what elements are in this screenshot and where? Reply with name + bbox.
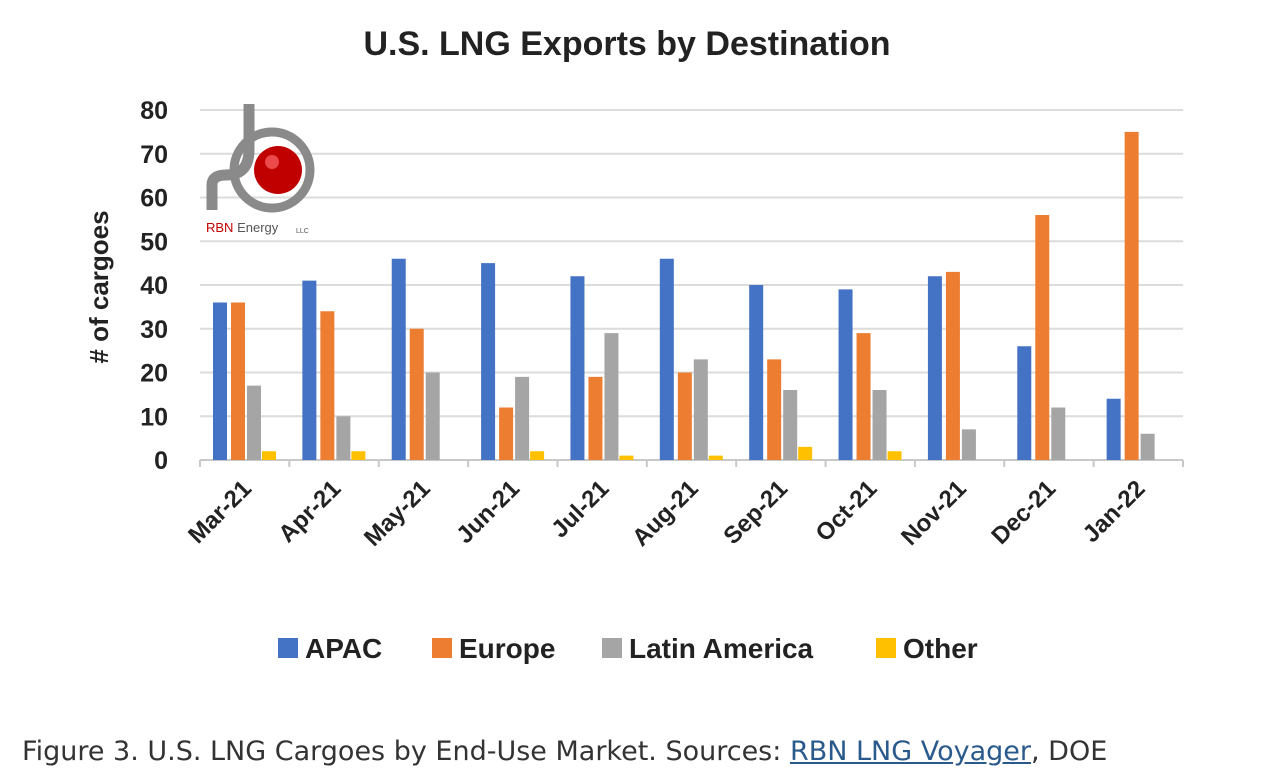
bar-latin-america [693, 359, 708, 460]
legend-item: APAC [278, 633, 382, 664]
bar-latin-america [872, 390, 887, 460]
x-category-label: Jul-21 [546, 475, 614, 543]
bar-apac [570, 276, 585, 460]
rbn-energy-logo: RBN Energy LLC [206, 104, 315, 235]
svg-text:RBN Energy: RBN Energy [206, 220, 279, 235]
y-tick-label: 0 [154, 447, 168, 475]
x-category-label: Jun-21 [451, 475, 525, 549]
bar-apac [749, 285, 764, 460]
bar-apac [1106, 398, 1121, 460]
y-tick-label: 20 [140, 360, 168, 388]
bar-other [619, 455, 634, 460]
bar-latin-america [515, 376, 530, 460]
bar-europe [767, 359, 782, 460]
bar-europe [1035, 215, 1050, 460]
bar-europe [409, 328, 424, 460]
bar-latin-america [425, 372, 440, 460]
bar-apac [213, 302, 227, 460]
x-category-label: Nov-21 [896, 475, 972, 551]
x-category-label: Jan-22 [1078, 475, 1151, 548]
x-category-label: Mar-21 [183, 475, 257, 549]
bar-europe [677, 372, 692, 460]
y-tick-label: 10 [140, 403, 168, 431]
bar-europe [856, 333, 871, 460]
y-tick-label: 70 [140, 141, 168, 169]
x-category-label: Oct-21 [811, 475, 883, 547]
bar-apac [391, 258, 406, 460]
bar-other [798, 446, 813, 460]
bar-latin-america [604, 333, 619, 460]
bar-apac [659, 258, 674, 460]
legend-item: Europe [432, 633, 555, 664]
bar-europe [1124, 131, 1139, 460]
svg-text:LLC: LLC [296, 228, 309, 235]
bar-other [708, 455, 723, 460]
y-axis-label: # of cargoes [84, 210, 114, 363]
legend-label: APAC [305, 633, 382, 664]
bar-apac [927, 276, 942, 460]
y-tick-label: 60 [140, 185, 168, 213]
legend-swatch [602, 638, 622, 658]
y-tick-label: 30 [140, 316, 168, 344]
legend-swatch [278, 638, 298, 658]
y-tick-label: 80 [140, 97, 168, 125]
bar-latin-america [1140, 433, 1155, 460]
legend-swatch [876, 638, 896, 658]
bar-other [887, 451, 902, 460]
bar-europe [231, 302, 245, 460]
bar-europe [588, 376, 603, 460]
bar-chart: U.S. LNG Exports by Destination # of car… [84, 25, 1184, 664]
legend-label: Europe [459, 633, 555, 664]
bar-latin-america [783, 390, 798, 460]
legend-label: Other [903, 633, 978, 664]
x-category-label: May-21 [359, 475, 436, 552]
bar-europe [945, 271, 960, 460]
bar-latin-america [961, 429, 976, 460]
x-category-label: Dec-21 [986, 475, 1061, 550]
logo-pipe-icon [206, 104, 255, 210]
figure-caption: Figure 3. U.S. LNG Cargoes by End-Use Ma… [22, 736, 1108, 767]
bar-europe [320, 311, 335, 460]
logo-ball-icon [254, 146, 302, 194]
legend-label: Latin America [629, 633, 814, 664]
bar-apac [1017, 346, 1032, 460]
y-tick-label: 50 [140, 228, 168, 256]
logo-ring-icon [229, 127, 315, 213]
rbn-lng-voyager-link[interactable]: RBN LNG Voyager [789, 736, 1032, 767]
legend-swatch [432, 638, 452, 658]
bar-other [351, 451, 366, 460]
x-category-label: Aug-21 [627, 475, 704, 552]
bar-other [262, 451, 276, 460]
bar-other [530, 451, 545, 460]
x-category-label: Sep-21 [718, 475, 793, 550]
legend-item: Other [876, 633, 978, 664]
legend-item: Latin America [602, 633, 814, 664]
bar-europe [499, 407, 514, 460]
bar-latin-america [336, 416, 351, 460]
bar-apac [481, 263, 496, 460]
bar-apac [302, 280, 317, 460]
bar-latin-america [247, 385, 261, 460]
bar-apac [838, 289, 853, 460]
y-tick-label: 40 [140, 272, 168, 300]
x-category-label: Apr-21 [273, 475, 346, 548]
bar-latin-america [1051, 407, 1066, 460]
chart-title: U.S. LNG Exports by Destination [363, 25, 890, 63]
